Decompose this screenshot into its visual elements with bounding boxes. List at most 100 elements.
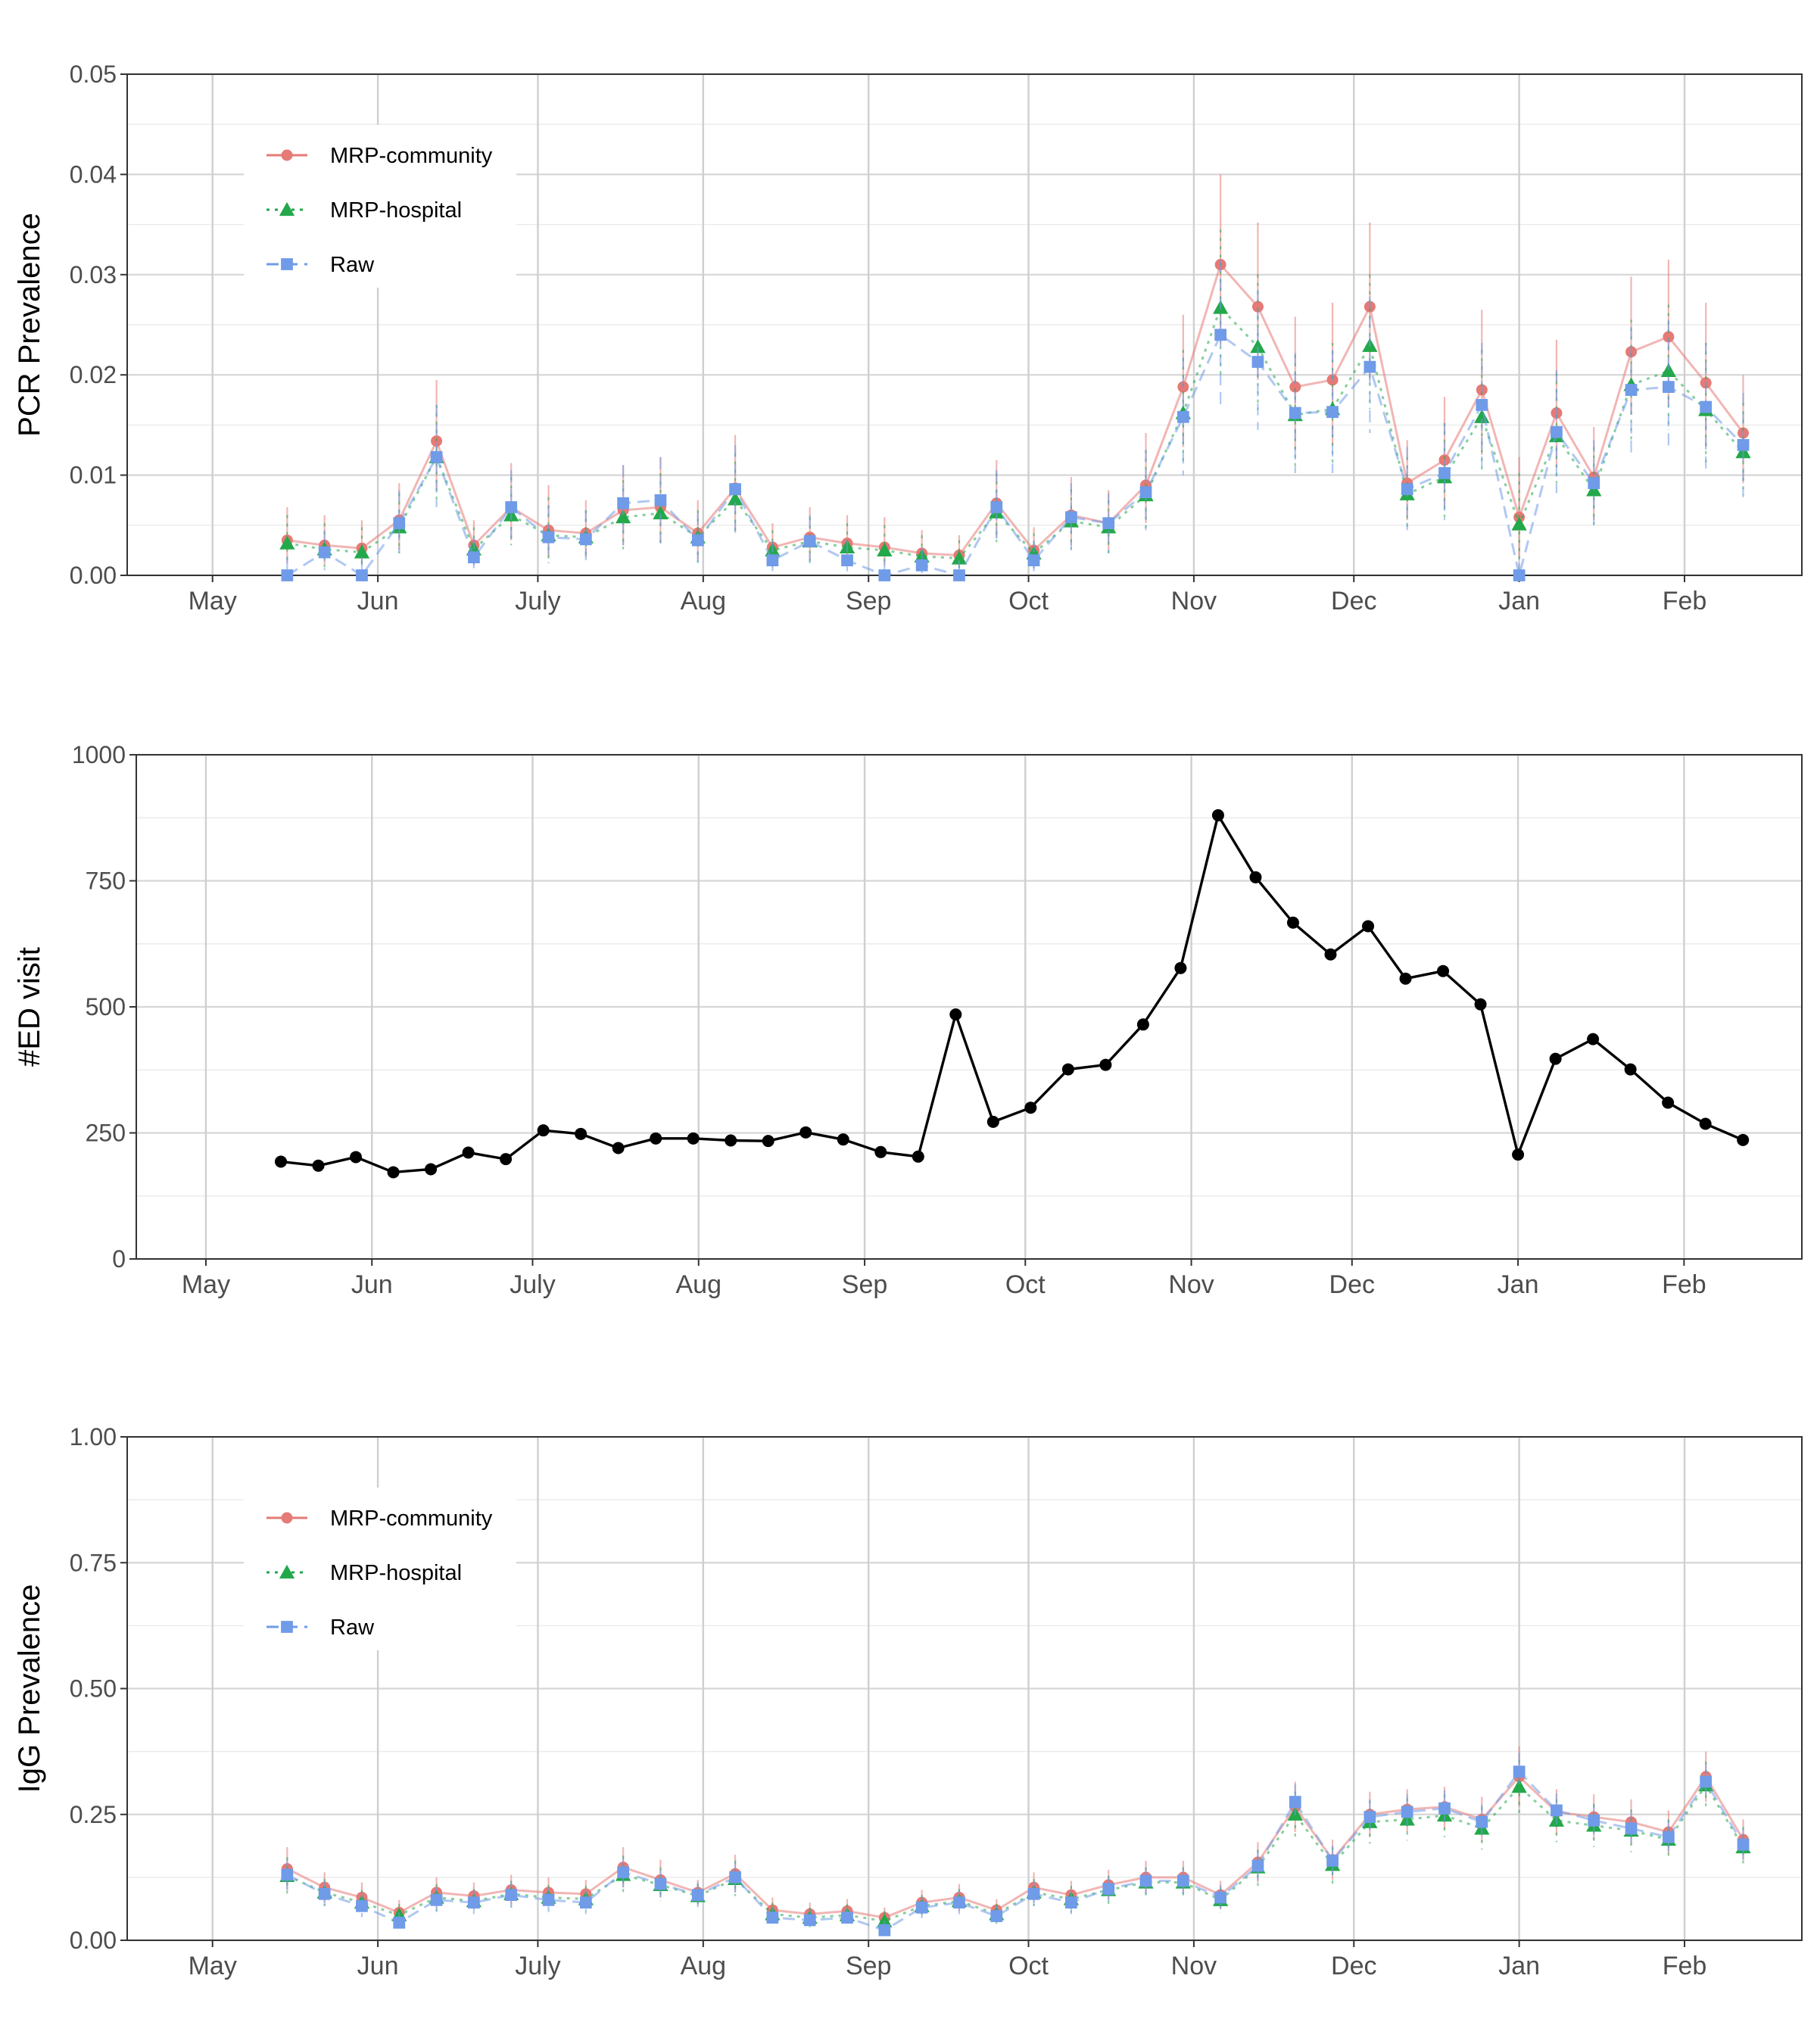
data-point [1250,339,1266,354]
data-point [691,1889,704,1902]
data-point [951,550,968,565]
data-point [1251,356,1264,368]
data-point [430,450,443,463]
data-point [468,551,480,564]
x-tick-label: May [182,1270,230,1299]
data-point [542,531,555,544]
series-line [286,1784,1744,1923]
x-tick-label: Jun [357,587,399,615]
legend: MRP-community MRP-hospital Raw [244,125,516,288]
data-point [915,559,928,572]
legend-label: MRP-hospital [330,1561,462,1585]
data-point [1249,871,1262,883]
x-tick-label: May [189,1952,237,1980]
data-point [1476,1815,1488,1828]
data-point [953,569,965,581]
x-tick-label: Jun [351,1270,393,1299]
data-point [1438,1802,1451,1815]
data-point [356,569,368,581]
data-point [1177,410,1189,423]
data-point [1251,301,1264,313]
data-point [1512,1148,1525,1161]
legend-key-marker [279,1564,295,1579]
x-tick-label: Feb [1663,1952,1707,1980]
data-point [312,1159,325,1172]
data-point [393,1916,406,1929]
series-line [286,1770,1744,1932]
data-point [1139,1874,1152,1887]
data-point [1513,569,1526,581]
data-point [537,1124,550,1137]
x-tick-label: Sep [846,1952,892,1980]
data-point [1660,363,1677,378]
x-tick-label: Jan [1498,1952,1540,1980]
data-point [874,1145,887,1158]
series-line [286,333,1744,577]
x-tick-label: July [515,587,560,615]
y-tick-label: 0.05 [70,61,117,88]
data-point [653,505,669,520]
data-point [727,491,743,506]
series-raw [281,259,1750,581]
series-line [280,814,1744,1174]
x-tick-label: Jan [1498,587,1540,615]
data-point [387,1166,400,1179]
data-point [837,1133,849,1146]
legend-key-marker [281,258,293,270]
data-point [1289,1796,1301,1808]
data-point [1663,331,1675,343]
data-point [1476,399,1488,411]
data-point [616,509,631,524]
data-point [1624,1063,1637,1076]
data-point [575,1127,587,1140]
x-tick-label: Dec [1331,1952,1376,1980]
data-point [725,1134,737,1147]
data-point [617,1866,630,1879]
x-tick-label: Jun [357,1952,399,1980]
data-point [915,1901,928,1914]
data-point [650,1132,662,1145]
data-point [878,569,891,581]
data-point [1364,360,1376,373]
data-point [1174,961,1187,974]
data-point [766,1912,779,1924]
data-point [1326,406,1339,419]
data-point [1136,1018,1149,1031]
data-point [729,1871,741,1884]
chart-panel-3: 0.00 0.25 0.50 0.75 1.00 May Jun July Aug Sep Oct N… [13,1423,1803,1980]
y-tick-label: 0.50 [70,1675,117,1703]
data-point [505,1889,518,1902]
legend-key-marker [281,1512,293,1524]
data-point [500,1153,513,1166]
data-point [990,1910,1003,1922]
data-point [1102,517,1115,530]
y-tick-label: 0.02 [70,361,117,388]
x-tick-label: Oct [1008,587,1049,615]
data-point [1551,1804,1563,1817]
x-tick-label: Sep [846,587,892,615]
legend-key-marker [279,201,295,217]
legend-label: MRP-community [330,1507,493,1531]
legend-key-marker [281,149,293,161]
data-point [1289,381,1301,393]
data-point [912,1150,924,1163]
data-point [1588,477,1600,490]
y-tick-label: 750 [86,868,126,895]
data-point [1474,998,1487,1011]
y-tick-label: 0.00 [70,562,117,589]
data-point [877,1913,893,1927]
x-tick-label: Nov [1168,1270,1214,1299]
x-tick-label: Nov [1171,587,1217,615]
data-point [803,1914,816,1927]
data-point [687,1132,700,1145]
x-tick-label: Aug [676,1270,722,1299]
series-line [287,263,1744,557]
legend-key-marker [281,1621,293,1633]
data-point [430,1893,443,1906]
data-point [1251,1859,1264,1872]
data-point [1289,407,1301,419]
x-tick-label: Sep [842,1270,888,1299]
data-point [281,569,294,581]
data-point [281,1868,294,1881]
data-point [505,501,518,513]
